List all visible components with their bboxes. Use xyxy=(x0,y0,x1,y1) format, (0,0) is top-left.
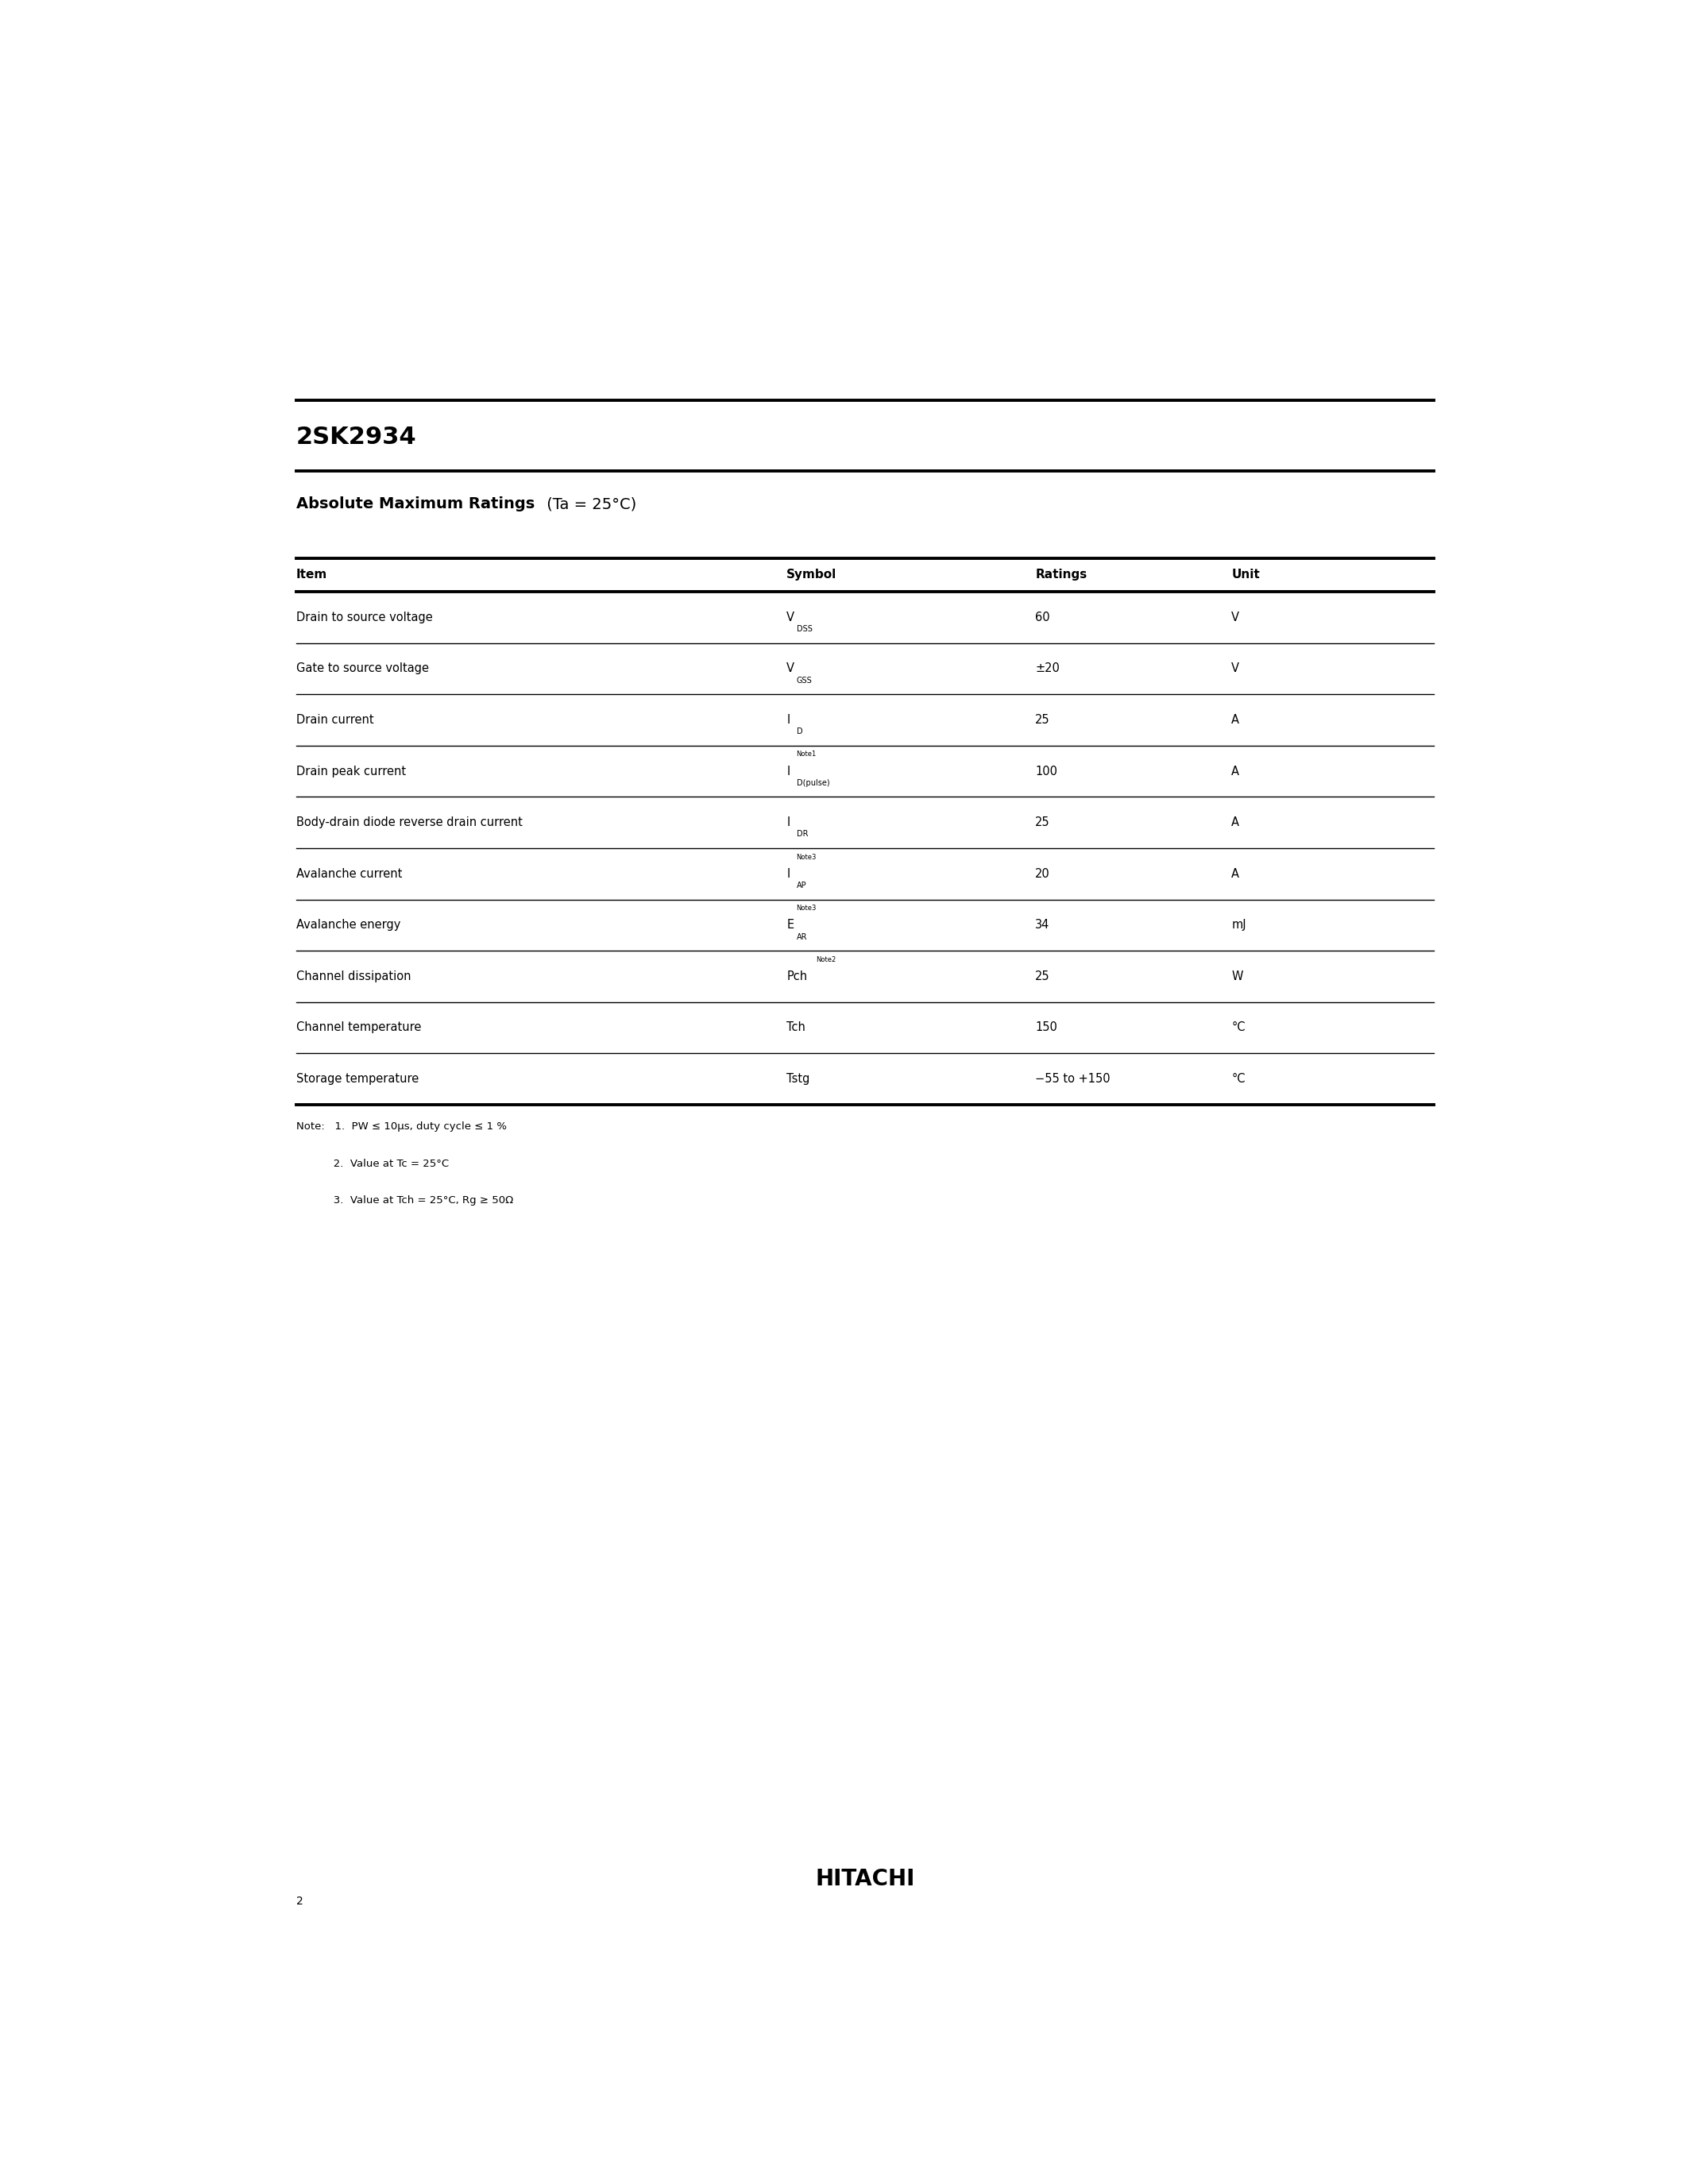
Text: 34: 34 xyxy=(1035,919,1050,930)
Text: 20: 20 xyxy=(1035,867,1050,880)
Text: °C: °C xyxy=(1232,1022,1246,1033)
Text: DR: DR xyxy=(797,830,809,839)
Text: V: V xyxy=(1232,662,1239,675)
Text: V: V xyxy=(787,662,795,675)
Text: E: E xyxy=(787,919,793,930)
Text: A: A xyxy=(1232,867,1239,880)
Text: GSS: GSS xyxy=(797,677,812,684)
Text: 3.  Value at Tch = 25°C, Rg ≥ 50Ω: 3. Value at Tch = 25°C, Rg ≥ 50Ω xyxy=(295,1195,513,1206)
Text: I: I xyxy=(787,714,790,725)
Text: A: A xyxy=(1232,817,1239,828)
Text: Note3: Note3 xyxy=(797,854,817,860)
Text: 2.  Value at Tc = 25°C: 2. Value at Tc = 25°C xyxy=(295,1158,449,1168)
Text: Tstg: Tstg xyxy=(787,1072,810,1085)
Text: Storage temperature: Storage temperature xyxy=(295,1072,419,1085)
Text: D: D xyxy=(797,727,802,736)
Text: Note3: Note3 xyxy=(797,904,817,913)
Text: 25: 25 xyxy=(1035,714,1050,725)
Text: °C: °C xyxy=(1232,1072,1246,1085)
Text: Unit: Unit xyxy=(1232,568,1259,581)
Text: Body-drain diode reverse drain current: Body-drain diode reverse drain current xyxy=(295,817,522,828)
Text: V: V xyxy=(787,612,795,622)
Text: Ratings: Ratings xyxy=(1035,568,1087,581)
Text: Pch: Pch xyxy=(787,970,807,983)
Text: A: A xyxy=(1232,764,1239,778)
Text: Channel dissipation: Channel dissipation xyxy=(295,970,410,983)
Text: Note1: Note1 xyxy=(797,751,817,758)
Text: Channel temperature: Channel temperature xyxy=(295,1022,420,1033)
Text: 2SK2934: 2SK2934 xyxy=(295,426,417,448)
Text: Drain current: Drain current xyxy=(295,714,373,725)
Text: Avalanche current: Avalanche current xyxy=(295,867,402,880)
Text: I: I xyxy=(787,867,790,880)
Text: Avalanche energy: Avalanche energy xyxy=(295,919,400,930)
Text: 150: 150 xyxy=(1035,1022,1057,1033)
Text: ±20: ±20 xyxy=(1035,662,1060,675)
Text: DSS: DSS xyxy=(797,625,812,633)
Text: mJ: mJ xyxy=(1232,919,1246,930)
Text: −55 to +150: −55 to +150 xyxy=(1035,1072,1111,1085)
Text: Drain peak current: Drain peak current xyxy=(295,764,405,778)
Text: Gate to source voltage: Gate to source voltage xyxy=(295,662,429,675)
Text: AP: AP xyxy=(797,882,807,889)
Text: I: I xyxy=(787,764,790,778)
Text: Absolute Maximum Ratings: Absolute Maximum Ratings xyxy=(295,496,535,511)
Text: Symbol: Symbol xyxy=(787,568,837,581)
Text: Note:   1.  PW ≤ 10μs, duty cycle ≤ 1 %: Note: 1. PW ≤ 10μs, duty cycle ≤ 1 % xyxy=(295,1120,506,1131)
Text: Item: Item xyxy=(295,568,327,581)
Text: (Ta = 25°C): (Ta = 25°C) xyxy=(542,496,636,511)
Text: HITACHI: HITACHI xyxy=(815,1867,915,1889)
Text: D(pulse): D(pulse) xyxy=(797,780,829,786)
Text: Note2: Note2 xyxy=(815,957,836,963)
Text: Tch: Tch xyxy=(787,1022,805,1033)
Text: 2: 2 xyxy=(295,1896,302,1907)
Text: 25: 25 xyxy=(1035,817,1050,828)
Text: W: W xyxy=(1232,970,1242,983)
Text: A: A xyxy=(1232,714,1239,725)
Text: 25: 25 xyxy=(1035,970,1050,983)
Text: Drain to source voltage: Drain to source voltage xyxy=(295,612,432,622)
Text: AR: AR xyxy=(797,933,807,941)
Text: 100: 100 xyxy=(1035,764,1057,778)
Text: V: V xyxy=(1232,612,1239,622)
Text: I: I xyxy=(787,817,790,828)
Text: 60: 60 xyxy=(1035,612,1050,622)
